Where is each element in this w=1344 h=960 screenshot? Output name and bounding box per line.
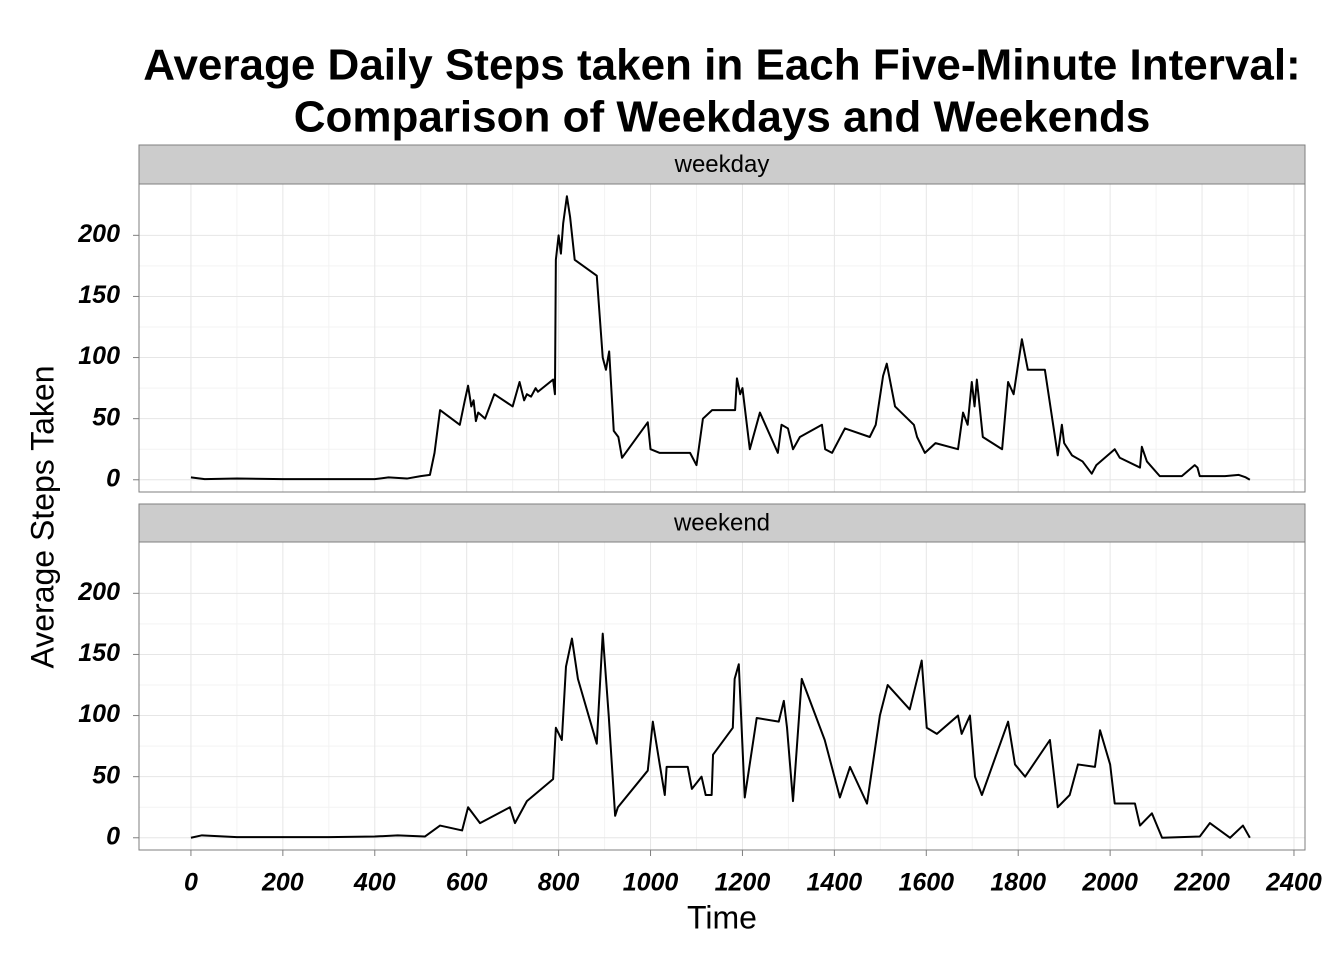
panel-border [138,183,1306,493]
y-tick-label: 100 [78,700,120,728]
y-tick-label: 0 [106,822,120,850]
y-tick-label: 0 [106,464,120,492]
y-tick-label: 50 [92,403,120,431]
chart-title: Average Daily Steps taken in Each Five-M… [143,41,1300,90]
x-tick-label: 800 [538,869,580,897]
y-tick-label: 150 [78,639,120,667]
x-tick-label: 2000 [1081,869,1138,897]
strip [138,144,1306,185]
y-tick-label: 50 [92,761,120,789]
x-tick-label: 1000 [623,869,679,897]
x-tick-label: 1200 [715,869,771,897]
data-line [190,195,1251,481]
panel-border [138,541,1306,851]
x-tick-label: 1600 [898,869,954,897]
y-tick-label: 200 [77,220,120,248]
x-tick-label: 1800 [990,869,1046,897]
strip-label: weekday [674,151,770,178]
chart-title: Comparison of Weekdays and Weekends [294,93,1151,142]
x-tick-label: 2200 [1173,869,1230,897]
y-tick-label: 200 [77,578,120,606]
strip-label: weekend [673,509,770,536]
data-line [190,632,1251,839]
x-tick-label: 400 [353,869,396,897]
x-tick-label: 2400 [1265,869,1322,897]
x-tick-label: 0 [184,869,198,897]
y-tick-label: 150 [78,281,120,309]
x-tick-label: 600 [446,869,488,897]
plot-panel [139,184,1305,492]
y-axis-label: Average Steps Taken [24,365,60,668]
x-axis-label: Time [687,899,757,935]
x-tick-label: 200 [261,869,304,897]
y-tick-label: 100 [78,342,120,370]
x-tick-label: 1400 [807,869,863,897]
strip [138,503,1306,543]
